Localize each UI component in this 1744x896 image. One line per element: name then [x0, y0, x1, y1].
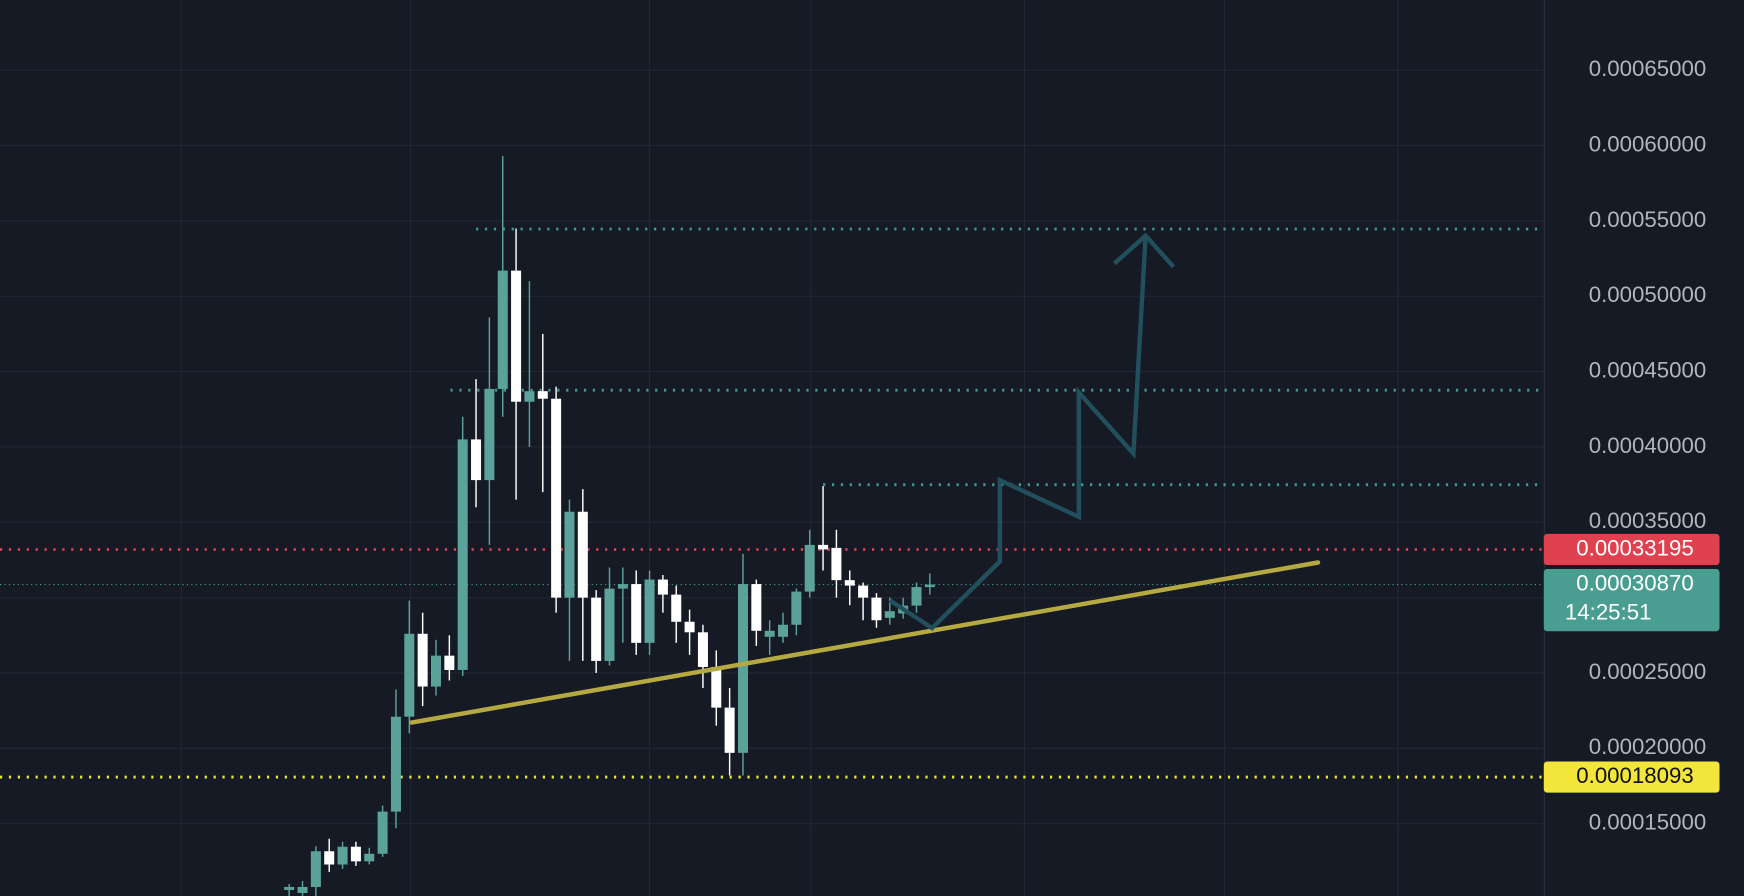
candle-body [551, 398, 562, 598]
y-tick-label: 0.00040000 [1589, 433, 1706, 458]
candle-body [324, 851, 335, 865]
candle-body [818, 544, 829, 550]
y-tick-label: 0.00050000 [1589, 282, 1706, 307]
candle-body [924, 584, 935, 588]
y-tick-label: 0.00035000 [1589, 508, 1706, 533]
candle-body [511, 270, 522, 402]
candle-body [457, 439, 468, 670]
candle-body [871, 597, 882, 621]
candle-body [791, 591, 802, 625]
candle-body [684, 621, 695, 633]
y-tick-label: 0.00060000 [1589, 131, 1706, 156]
countdown: 14:25:51 [1565, 599, 1652, 624]
y-tick-label: 0.00065000 [1589, 56, 1706, 81]
candle-body [577, 511, 588, 598]
candle-body [430, 655, 442, 687]
candle-body [404, 633, 415, 717]
projection-path [888, 232, 1176, 631]
candle-body [497, 270, 508, 389]
candle-body [844, 580, 855, 586]
candle-body [284, 886, 295, 890]
y-tick-label: 0.00025000 [1589, 659, 1706, 684]
candle-body [537, 391, 548, 399]
price-axis-panel [1543, 0, 1744, 896]
candle-body [524, 391, 535, 402]
y-tick-label: 0.00020000 [1589, 734, 1706, 759]
candle-body [364, 853, 375, 862]
candle-body [484, 388, 495, 481]
candle-body [751, 584, 762, 631]
vertical-grid [180, 0, 1399, 896]
candle-body [604, 588, 615, 661]
drawn-levels [450, 227, 1544, 487]
candle-body [911, 587, 922, 606]
price-badge-label: 0.00018093 [1576, 763, 1693, 788]
candle-body [724, 707, 735, 753]
price-badge-label: 0.00030870 [1576, 570, 1693, 595]
y-tick-label: 0.00055000 [1589, 207, 1706, 232]
candle-body [377, 811, 388, 854]
price-badge [1543, 533, 1720, 566]
candle-body [657, 579, 668, 595]
trend-line [409, 560, 1321, 725]
candle-body [564, 511, 575, 598]
horizontal-grid [0, 69, 1544, 825]
candle-body [390, 716, 401, 812]
price-badge [1543, 761, 1720, 793]
candle-body [297, 886, 308, 893]
candle-body [671, 594, 682, 622]
price-badges: 0.00033195 0.00030870 14:25:51 0.00018093 [1543, 533, 1720, 793]
price-badge [1543, 568, 1720, 632]
candle-body [644, 579, 655, 643]
candle-body [417, 633, 428, 687]
candles [284, 156, 935, 896]
candle-body [764, 630, 775, 637]
candle-body [858, 585, 869, 598]
candle-body [778, 624, 789, 637]
candle-body [617, 584, 628, 589]
candle-body [711, 666, 722, 708]
candle-body [471, 439, 482, 481]
y-tick-label: 0.00045000 [1589, 357, 1706, 382]
candle-body [631, 584, 642, 643]
candle-body [884, 611, 895, 618]
candle-body [697, 632, 708, 667]
y-tick-label: 0.00015000 [1589, 810, 1706, 835]
price-badge-label: 0.00033195 [1576, 535, 1693, 560]
price-lines [0, 548, 1544, 779]
candle-body [591, 597, 602, 661]
candle-body [737, 584, 748, 753]
candle-body [831, 547, 842, 581]
candle-body [804, 544, 815, 592]
candle-body [337, 846, 348, 865]
candle-body [350, 846, 361, 862]
candle-body [310, 851, 321, 887]
candle-body [444, 655, 455, 670]
